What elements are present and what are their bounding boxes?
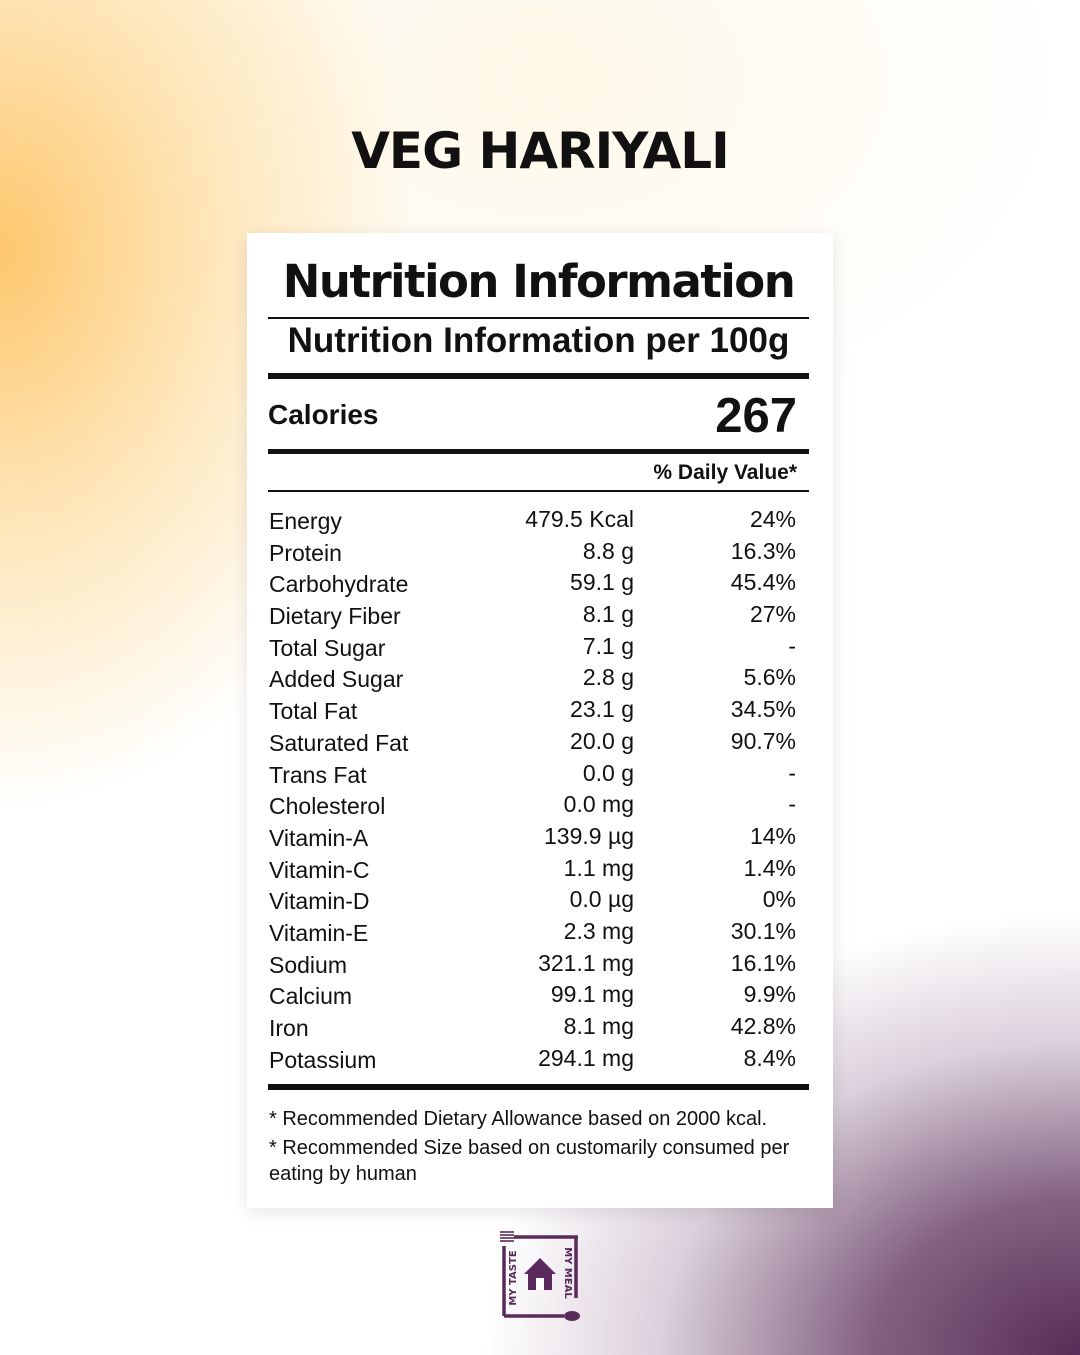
calories-label: Calories xyxy=(268,399,379,430)
nutrient-amount: 8.1 g xyxy=(582,601,634,628)
nutrient-daily-value: 9.9% xyxy=(743,981,796,1008)
table-row: Vitamin-A 139.9 µg 14% xyxy=(269,823,809,855)
table-row: Total Sugar 7.1 g - xyxy=(269,633,809,665)
nutrient-amount: 59.1 g xyxy=(570,569,634,596)
nutrient-name: Protein xyxy=(269,539,342,566)
nutrient-amount: 294.1 mg xyxy=(538,1044,634,1071)
nutrient-daily-value: 27% xyxy=(749,601,796,628)
nutrient-daily-value: 30.1% xyxy=(730,917,796,944)
table-row: Vitamin-E 2.3 mg 30.1% xyxy=(269,918,809,950)
nutrient-daily-value: - xyxy=(788,632,796,659)
nutrient-amount: 0.0 mg xyxy=(563,791,634,818)
nutrient-amount: 321.1 mg xyxy=(538,949,634,976)
table-row: Saturated Fat 20.0 g 90.7% xyxy=(269,728,809,760)
nutrient-name: Calcium xyxy=(269,983,353,1010)
nutrient-amount: 139.9 µg xyxy=(544,822,634,849)
nutrient-name: Trans Fat xyxy=(269,761,367,788)
nutrient-daily-value: 16.1% xyxy=(730,949,796,976)
nutrient-name: Carbohydrate xyxy=(269,571,409,598)
calories-value: 267 xyxy=(715,389,797,443)
logo-text-left: MY TASTE xyxy=(508,1250,519,1305)
nutrient-table: Energy 479.5 Kcal 24% Protein 8.8 g 16.3% Carb… xyxy=(269,506,809,1076)
my-taste-my-meal-logo: MY TASTE MY MEAL xyxy=(500,1231,580,1321)
table-row: Vitamin-C 1.1 mg 1.4% xyxy=(269,855,809,887)
divider-thin xyxy=(268,317,809,319)
table-row: Trans Fat 0.0 g - xyxy=(269,760,809,792)
nutrient-daily-value: 5.6% xyxy=(743,664,796,691)
nutrient-name: Saturated Fat xyxy=(269,729,409,756)
nutrient-daily-value: 0% xyxy=(762,886,796,913)
divider-thin xyxy=(268,490,809,492)
nutrient-daily-value: 34.5% xyxy=(730,696,796,723)
nutrient-daily-value: 1.4% xyxy=(743,854,796,881)
nutrient-name: Energy xyxy=(269,508,342,534)
nutrient-daily-value: 8.4% xyxy=(743,1044,796,1071)
nutrient-amount: 8.8 g xyxy=(582,537,634,564)
nutrient-name: Total Fat xyxy=(269,698,358,725)
nutrient-daily-value: - xyxy=(788,791,796,818)
nutrient-daily-value: 24% xyxy=(749,506,796,532)
table-row: Vitamin-D 0.0 µg 0% xyxy=(269,886,809,918)
logo-text-right: MY MEAL xyxy=(562,1247,573,1299)
nutrient-amount: 2.3 mg xyxy=(563,917,634,944)
nutrient-amount: 1.1 mg xyxy=(563,854,634,881)
table-row: Energy 479.5 Kcal 24% xyxy=(269,506,809,538)
nutrient-amount: 20.0 g xyxy=(570,727,634,754)
table-row: Iron 8.1 mg 42.8% xyxy=(269,1013,809,1045)
nutrient-daily-value: 16.3% xyxy=(730,537,796,564)
nutrient-amount: 99.1 mg xyxy=(550,981,634,1008)
nutrient-name: Potassium xyxy=(269,1046,377,1073)
nutrient-amount: 2.8 g xyxy=(582,664,634,691)
per-100g-subheading: Nutrition Information per 100g xyxy=(287,321,790,360)
nutrient-name: Dietary Fiber xyxy=(269,603,401,630)
nutrient-name: Sodium xyxy=(269,951,347,978)
nutrient-daily-value: 42.8% xyxy=(730,1013,796,1039)
nutrient-name: Added Sugar xyxy=(269,666,404,693)
divider-thick xyxy=(268,373,809,379)
nutrient-name: Cholesterol xyxy=(269,793,386,820)
nutrient-daily-value: - xyxy=(788,759,796,786)
nutrient-amount: 0.0 µg xyxy=(569,886,634,913)
nutrient-name: Vitamin-A xyxy=(269,824,369,851)
daily-value-header: % Daily Value* xyxy=(653,461,797,484)
nutrient-daily-value: 90.7% xyxy=(730,727,796,754)
table-row: Cholesterol 0.0 mg - xyxy=(269,791,809,823)
footnote-rda: * Recommended Dietary Allowance based on… xyxy=(269,1108,768,1130)
nutrient-daily-value: 45.4% xyxy=(730,569,796,596)
nutrient-name: Vitamin-E xyxy=(269,919,369,946)
table-row: Total Fat 23.1 g 34.5% xyxy=(269,696,809,728)
nutrition-heading: Nutrition Information xyxy=(282,255,796,308)
nutrient-daily-value: 14% xyxy=(749,822,796,849)
table-row: Sodium 321.1 mg 16.1% xyxy=(269,950,809,982)
nutrient-amount: 8.1 mg xyxy=(563,1013,634,1039)
table-row: Added Sugar 2.8 g 5.6% xyxy=(269,664,809,696)
page-title: VEG HARIYALI xyxy=(351,122,730,180)
divider-medium xyxy=(268,449,809,454)
table-row: Carbohydrate 59.1 g 45.4% xyxy=(269,569,809,601)
nutrient-name: Vitamin-C xyxy=(269,856,370,883)
nutrient-name: Iron xyxy=(269,1015,309,1041)
table-row: Calcium 99.1 mg 9.9% xyxy=(269,981,809,1013)
table-row: Protein 8.8 g 16.3% xyxy=(269,538,809,570)
nutrient-amount: 7.1 g xyxy=(582,632,634,659)
footnote-serving-size: * Recommended Size based on customarily … xyxy=(269,1137,790,1185)
table-row: Dietary Fiber 8.1 g 27% xyxy=(269,601,809,633)
nutrient-name: Total Sugar xyxy=(269,634,386,661)
nutrient-amount: 479.5 Kcal xyxy=(525,506,634,532)
nutrition-label-card: Nutrition Information Nutrition Informat… xyxy=(247,233,833,1208)
divider-thick xyxy=(268,1084,809,1090)
nutrient-name: Vitamin-D xyxy=(269,888,370,915)
table-row: Potassium 294.1 mg 8.4% xyxy=(269,1045,809,1077)
nutrient-amount: 23.1 g xyxy=(570,696,634,723)
nutrient-amount: 0.0 g xyxy=(582,759,634,786)
